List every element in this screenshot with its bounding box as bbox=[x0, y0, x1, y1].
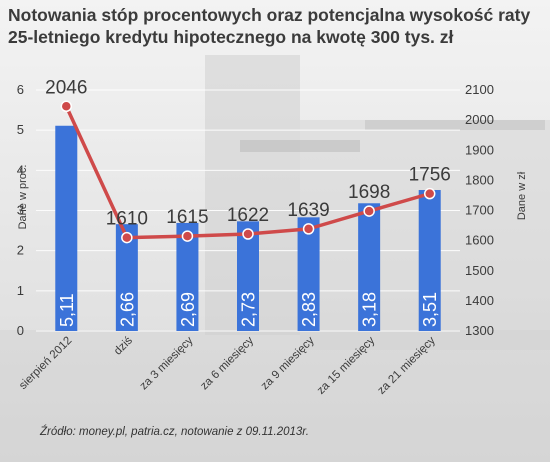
y-right-tick-label: 1700 bbox=[465, 203, 494, 218]
line-point bbox=[302, 223, 315, 235]
bar bbox=[115, 224, 138, 331]
x-tick-label: za 21 miesięcy bbox=[376, 334, 438, 396]
bar bbox=[176, 222, 199, 331]
y-left-tick-label: 0 bbox=[17, 323, 24, 338]
y-left-tick-label: 1 bbox=[17, 283, 24, 298]
y-left-tick-label: 6 bbox=[17, 82, 24, 97]
x-tick-label: dziś bbox=[112, 334, 135, 357]
y-left-tick-label: 5 bbox=[17, 122, 24, 137]
bar bbox=[418, 190, 441, 331]
source-note: Źródło: money.pl, patria.cz, notowanie z… bbox=[40, 426, 309, 438]
chart-title: Notowania stóp procentowych oraz potencj… bbox=[8, 5, 531, 47]
bar bbox=[55, 125, 78, 331]
y-left-tick-label: 4 bbox=[17, 162, 24, 177]
x-tick-label: za 15 miesięcy bbox=[315, 334, 377, 396]
line-value-label: 1756 bbox=[409, 165, 451, 186]
line-value-label: 1610 bbox=[106, 209, 148, 230]
line-value-label: 1615 bbox=[166, 207, 208, 228]
line-value-label: 1698 bbox=[348, 182, 390, 203]
y-right-tick-label: 1300 bbox=[465, 323, 494, 338]
bar-value-label: 5,11 bbox=[57, 293, 77, 327]
bar-value-label: 2,69 bbox=[178, 292, 198, 327]
line-value-label: 1639 bbox=[287, 200, 329, 221]
y-right-tick-label: 1500 bbox=[465, 263, 494, 278]
y-right-tick-label: 1600 bbox=[465, 233, 494, 248]
x-tick-label: za 9 miesięcy bbox=[259, 334, 317, 392]
x-tick-label: za 6 miesięcy bbox=[198, 334, 256, 392]
bar bbox=[297, 217, 320, 331]
bar-value-label: 2,73 bbox=[239, 292, 259, 327]
bar-value-label: 3,51 bbox=[420, 292, 440, 327]
y-left-tick-label: 2 bbox=[17, 243, 24, 258]
y-left-axis-title: Dane w proc. bbox=[17, 165, 29, 230]
y-left-tick-label: 3 bbox=[17, 203, 24, 218]
y-right-tick-label: 1900 bbox=[465, 142, 494, 157]
line-value-label: 1622 bbox=[227, 205, 269, 226]
line-point bbox=[60, 100, 73, 113]
bar-value-label: 2,83 bbox=[299, 292, 319, 327]
y-right-tick-label: 1800 bbox=[465, 172, 494, 187]
line-point bbox=[363, 205, 375, 217]
bar-value-label: 3,18 bbox=[360, 292, 380, 327]
y-right-axis-title: Dane w zł bbox=[516, 171, 528, 220]
x-tick-label: za 3 miesięcy bbox=[138, 334, 196, 392]
bar bbox=[237, 221, 259, 331]
y-right-tick-label: 2000 bbox=[465, 112, 494, 127]
line-point bbox=[423, 187, 436, 200]
x-tick-label: sierpień 2012 bbox=[17, 335, 74, 392]
line-point bbox=[242, 228, 254, 240]
line-point bbox=[181, 230, 194, 242]
line-point bbox=[121, 231, 133, 244]
bar-value-label: 2,66 bbox=[117, 292, 137, 327]
y-right-tick-label: 1400 bbox=[465, 293, 494, 308]
y-right-tick-label: 2100 bbox=[465, 82, 494, 97]
bar bbox=[358, 203, 381, 331]
line-value-label: 2046 bbox=[45, 77, 87, 98]
